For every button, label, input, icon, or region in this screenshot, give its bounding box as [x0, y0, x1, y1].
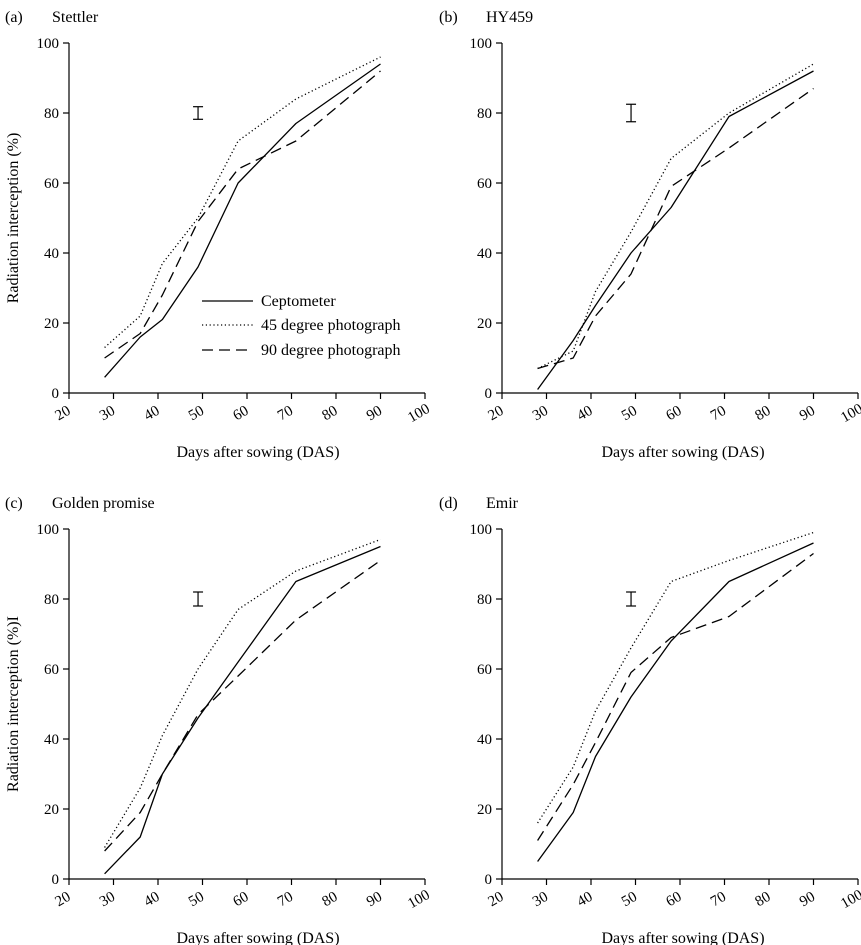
y-tick-label: 40 — [477, 246, 492, 262]
legend-entry: 45 degree photograph — [261, 317, 401, 334]
x-tick-label: 30 — [97, 889, 118, 910]
x-tick-label: 100 — [838, 887, 861, 912]
series-line-45-degree-photograph — [537, 63, 814, 370]
y-tick-label: 20 — [44, 802, 59, 818]
y-tick-label: 100 — [470, 36, 493, 52]
y-tick-label: 60 — [477, 176, 492, 192]
y-tick-label: 100 — [37, 36, 60, 52]
y-tick-label: 100 — [470, 522, 493, 538]
x-tick-label: 90 — [797, 403, 818, 424]
y-axis-title: Radiation interception (%)I — [5, 616, 22, 792]
series-line-90-degree-photograph — [104, 559, 381, 852]
x-axis-title: Days after sowing (DAS) — [601, 930, 764, 945]
y-tick-label: 60 — [44, 176, 59, 192]
y-tick-label: 20 — [477, 802, 492, 818]
x-tick-label: 50 — [619, 889, 640, 910]
y-tick-label: 0 — [485, 386, 493, 402]
panel-label: (a) — [5, 9, 23, 26]
y-tick-label: 0 — [485, 872, 493, 888]
x-tick-label: 40 — [575, 889, 596, 910]
y-tick-label: 0 — [52, 386, 60, 402]
x-axis-title: Days after sowing (DAS) — [176, 930, 339, 945]
y-tick-label: 60 — [44, 662, 59, 678]
series-line-45-degree-photograph — [104, 56, 381, 348]
x-tick-label: 90 — [364, 403, 385, 424]
y-tick-label: 20 — [44, 316, 59, 332]
x-tick-label: 60 — [231, 889, 252, 910]
x-tick-label: 70 — [708, 403, 729, 424]
x-tick-label: 20 — [486, 889, 507, 910]
legend: Ceptometer 45 degree photograph 90 degree … — [202, 293, 401, 359]
y-tick-label: 40 — [477, 732, 492, 748]
x-tick-label: 50 — [186, 889, 207, 910]
x-tick-label: 70 — [275, 889, 296, 910]
panel-label: (d) — [439, 495, 458, 512]
x-tick-label: 40 — [142, 889, 163, 910]
x-axis-title: Days after sowing (DAS) — [601, 444, 764, 461]
x-tick-label: 100 — [405, 401, 432, 426]
x-tick-label: 50 — [619, 403, 640, 424]
series-line-90-degree-photograph — [537, 87, 814, 370]
x-tick-label: 80 — [753, 889, 774, 910]
x-tick-label: 90 — [797, 889, 818, 910]
x-tick-label: 60 — [664, 889, 685, 910]
y-tick-label: 80 — [44, 592, 59, 608]
series-line-45-degree-photograph — [104, 538, 381, 848]
x-tick-label: 30 — [530, 403, 551, 424]
x-axis-title: Days after sowing (DAS) — [176, 444, 339, 461]
series-line-ceptometer — [104, 63, 381, 378]
x-tick-label: 60 — [231, 403, 252, 424]
legend-entry: Ceptometer — [261, 293, 336, 310]
x-tick-label: 90 — [364, 889, 385, 910]
series-line-90-degree-photograph — [104, 70, 381, 359]
panel-title: HY459 — [486, 9, 533, 26]
x-tick-label: 80 — [320, 889, 341, 910]
series-line-45-degree-photograph — [537, 531, 814, 824]
x-tick-label: 70 — [275, 403, 296, 424]
series-line-ceptometer — [104, 545, 381, 875]
x-tick-label: 50 — [186, 403, 207, 424]
error-bar — [193, 591, 204, 607]
y-tick-label: 0 — [52, 872, 60, 888]
x-tick-label: 40 — [142, 403, 163, 424]
error-bar — [193, 106, 204, 120]
series-line-ceptometer — [537, 70, 814, 390]
panel-title: Emir — [486, 495, 519, 512]
y-axis-title: Radiation interception (%) — [5, 133, 22, 304]
y-tick-label: 80 — [44, 106, 59, 122]
error-bar — [626, 591, 637, 607]
panel-label: (b) — [439, 9, 458, 26]
legend-entry: 90 degree photograph — [261, 342, 401, 359]
y-tick-label: 20 — [477, 316, 492, 332]
x-tick-label: 70 — [708, 889, 729, 910]
x-tick-label: 20 — [53, 889, 74, 910]
y-tick-label: 80 — [477, 106, 492, 122]
error-bar — [626, 103, 637, 123]
x-tick-label: 60 — [664, 403, 685, 424]
y-tick-label: 40 — [44, 732, 59, 748]
y-tick-label: 80 — [477, 592, 492, 608]
x-tick-label: 80 — [320, 403, 341, 424]
y-tick-label: 60 — [477, 662, 492, 678]
y-tick-label: 100 — [37, 522, 60, 538]
x-tick-label: 20 — [53, 403, 74, 424]
panel-title: Stettler — [52, 9, 99, 26]
x-tick-label: 100 — [838, 401, 861, 426]
x-tick-label: 30 — [97, 403, 118, 424]
y-tick-label: 40 — [44, 246, 59, 262]
x-tick-label: 30 — [530, 889, 551, 910]
x-tick-label: 40 — [575, 403, 596, 424]
panel-label: (c) — [5, 495, 23, 512]
x-tick-label: 80 — [753, 403, 774, 424]
series-line-ceptometer — [537, 542, 814, 862]
series-line-90-degree-photograph — [537, 552, 814, 841]
x-tick-label: 20 — [486, 403, 507, 424]
panel-title: Golden promise — [52, 495, 155, 512]
x-tick-label: 100 — [405, 887, 432, 912]
